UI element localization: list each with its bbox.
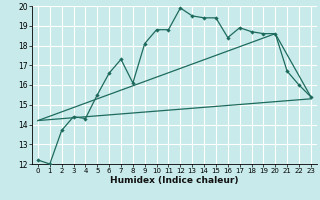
X-axis label: Humidex (Indice chaleur): Humidex (Indice chaleur)	[110, 176, 239, 185]
